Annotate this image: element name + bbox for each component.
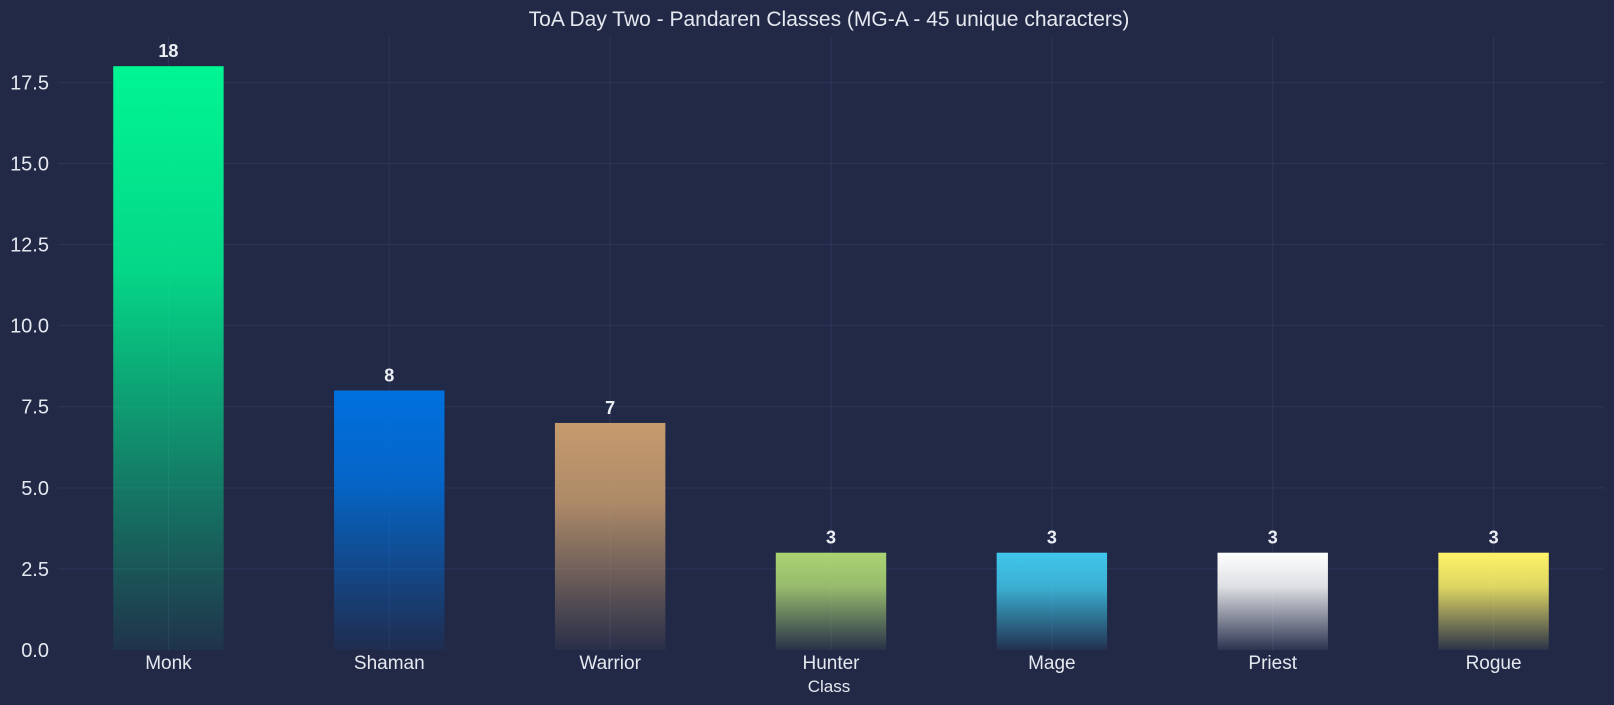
bar-hunter [775,552,887,650]
x-tick-label: Shaman [354,653,425,674]
x-tick-label: Rogue [1466,653,1522,674]
bar-shaman [334,390,445,650]
data-label: 3 [826,528,836,548]
x-axis-label: Class [808,677,851,696]
data-label: 3 [1047,528,1057,548]
x-tick-label: Priest [1248,653,1297,674]
x-tick-label: Mage [1028,653,1076,674]
y-tick-label: 12.5 [10,235,49,257]
x-tick-label: Hunter [802,653,860,674]
bar-mage [996,552,1108,650]
data-label: 3 [1268,528,1278,548]
x-tick-label: Warrior [579,653,641,674]
y-tick-label: 5.0 [21,478,49,500]
y-tick-label: 7.5 [21,397,49,419]
bars [113,66,1549,650]
y-tick-label: 15.0 [10,153,49,175]
chart-title: ToA Day Two - Pandaren Classes (MG-A - 4… [529,8,1130,31]
data-label: 3 [1489,528,1499,548]
bar-warrior [554,422,666,650]
data-label: 18 [158,41,178,61]
y-axis-ticks: 0.0 2.5 5.0 7.5 10.0 12.5 15.0 17.5 [10,72,49,662]
bar-monk [113,66,224,650]
y-tick-label: 0.0 [21,640,49,662]
data-labels: 18 8 7 3 3 3 3 [158,41,1498,548]
bar-rogue [1438,552,1549,650]
grid-lines [58,37,1604,650]
x-axis-ticks: Monk Shaman Warrior Hunter Mage Priest Rogue [145,653,1521,674]
bar-priest [1217,552,1328,650]
data-label: 8 [384,366,394,386]
x-tick-label: Monk [145,653,192,674]
y-tick-label: 10.0 [10,316,49,338]
data-label: 7 [605,398,615,418]
y-tick-label: 2.5 [21,559,49,581]
y-tick-label: 17.5 [10,72,49,94]
